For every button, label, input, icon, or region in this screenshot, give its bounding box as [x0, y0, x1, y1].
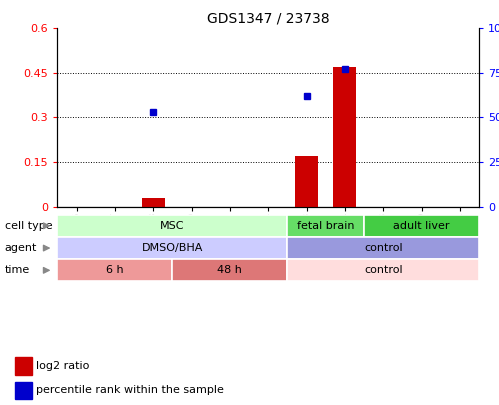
- Bar: [15, 357, 31, 375]
- Text: log2 ratio: log2 ratio: [36, 361, 90, 371]
- Text: 6 h: 6 h: [106, 265, 124, 275]
- Bar: [333, 67, 356, 207]
- Text: control: control: [364, 265, 403, 275]
- Text: agent: agent: [4, 243, 37, 253]
- Title: GDS1347 / 23738: GDS1347 / 23738: [207, 12, 329, 26]
- Text: 48 h: 48 h: [218, 265, 243, 275]
- Text: cell type: cell type: [4, 221, 52, 231]
- Text: control: control: [364, 243, 403, 253]
- Text: MSC: MSC: [160, 221, 185, 231]
- Bar: [142, 198, 165, 207]
- Text: adult liver: adult liver: [393, 221, 450, 231]
- Text: fetal brain: fetal brain: [297, 221, 354, 231]
- Text: percentile rank within the sample: percentile rank within the sample: [36, 385, 224, 395]
- Bar: [15, 382, 31, 399]
- Text: DMSO/BHA: DMSO/BHA: [142, 243, 203, 253]
- Bar: [295, 156, 318, 207]
- Text: time: time: [4, 265, 30, 275]
